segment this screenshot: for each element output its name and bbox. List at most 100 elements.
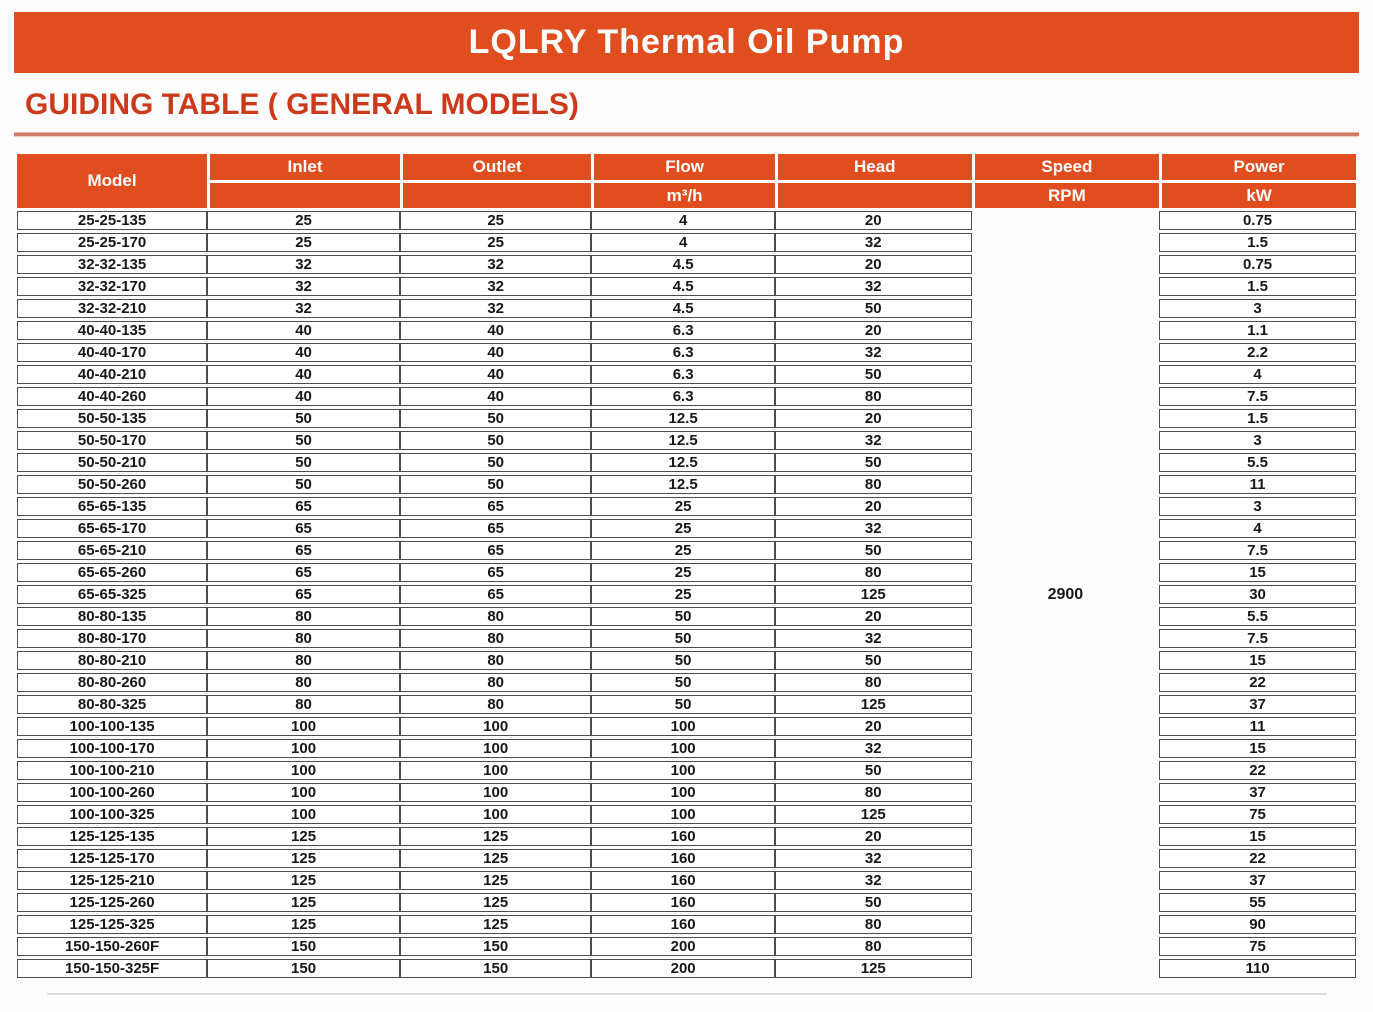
cell-head: 20 (774, 717, 972, 736)
cell-head: 80 (774, 937, 972, 956)
cell-inlet: 100 (207, 739, 400, 758)
cell-inlet: 100 (207, 717, 400, 736)
table-row: 32-32-135 32 32 4.5 20 0.75 (17, 255, 1356, 274)
table-row: 125-125-210 125 125 160 32 37 (17, 871, 1356, 890)
cell-inlet: 80 (207, 607, 400, 626)
cell-power: 11 (1159, 475, 1356, 494)
cell-head: 80 (774, 563, 972, 582)
cell-outlet: 125 (399, 915, 592, 934)
table-row: 80-80-325 80 80 50 125 37 (17, 695, 1356, 714)
cell-head: 20 (774, 211, 972, 230)
cell-power: 55 (1159, 893, 1356, 912)
cell-power: 15 (1159, 827, 1356, 846)
col-subheader-speed: RPM (971, 183, 1160, 208)
cell-flow: 100 (591, 783, 775, 802)
cell-head: 32 (774, 871, 972, 890)
cell-head: 50 (774, 893, 972, 912)
cell-head: 32 (774, 233, 972, 252)
cell-inlet: 80 (207, 651, 400, 670)
cell-flow: 6.3 (591, 365, 775, 384)
cell-outlet: 25 (399, 233, 592, 252)
cell-model: 65-65-170 (17, 519, 208, 538)
cell-inlet: 125 (207, 827, 400, 846)
cell-inlet: 50 (207, 431, 400, 450)
cell-power: 37 (1159, 695, 1356, 714)
cell-inlet: 65 (207, 585, 400, 604)
heading-divider (14, 132, 1359, 137)
cell-head: 32 (774, 431, 972, 450)
cell-outlet: 32 (399, 277, 592, 296)
cell-power: 7.5 (1159, 541, 1356, 560)
cell-power: 3 (1159, 497, 1356, 516)
cell-head: 32 (774, 343, 972, 362)
cell-power: 5.5 (1159, 453, 1356, 472)
table-row: 125-125-260 125 125 160 50 55 (17, 893, 1356, 912)
table-row: 65-65-135 65 65 25 20 3 (17, 497, 1356, 516)
cell-head: 50 (774, 651, 972, 670)
cell-inlet: 32 (207, 255, 400, 274)
col-subheader-power: kW (1159, 183, 1356, 208)
cell-flow: 100 (591, 739, 775, 758)
cell-power: 22 (1159, 849, 1356, 868)
cell-model: 100-100-260 (17, 783, 208, 802)
col-subheader-head (774, 183, 972, 208)
cell-model: 25-25-170 (17, 233, 208, 252)
cell-flow: 200 (591, 937, 775, 956)
section-heading: GUIDING TABLE ( GENERAL MODELS) (25, 88, 579, 121)
cell-head: 20 (774, 497, 972, 516)
cell-outlet: 32 (399, 255, 592, 274)
cell-model: 65-65-135 (17, 497, 208, 516)
cell-head: 20 (774, 321, 972, 340)
cell-model: 40-40-170 (17, 343, 208, 362)
cell-model: 50-50-210 (17, 453, 208, 472)
cell-power: 5.5 (1159, 607, 1356, 626)
cell-model: 100-100-170 (17, 739, 208, 758)
cell-outlet: 40 (399, 343, 592, 362)
cell-model: 50-50-260 (17, 475, 208, 494)
cell-inlet: 32 (207, 277, 400, 296)
cell-flow: 4.5 (591, 299, 775, 318)
cell-head: 50 (774, 299, 972, 318)
cell-flow: 12.5 (591, 475, 775, 494)
col-header-inlet: Inlet (207, 154, 400, 180)
cell-head: 20 (774, 409, 972, 428)
cell-head: 50 (774, 761, 972, 780)
cell-outlet: 80 (399, 607, 592, 626)
cell-power: 11 (1159, 717, 1356, 736)
cell-model: 32-32-210 (17, 299, 208, 318)
cell-flow: 12.5 (591, 431, 775, 450)
cell-head: 20 (774, 607, 972, 626)
cell-power: 22 (1159, 761, 1356, 780)
cell-outlet: 80 (399, 695, 592, 714)
cell-power: 1.1 (1159, 321, 1356, 340)
cell-head: 32 (774, 519, 972, 538)
cell-outlet: 100 (399, 783, 592, 802)
cell-power: 90 (1159, 915, 1356, 934)
table-row: 80-80-210 80 80 50 50 15 (17, 651, 1356, 670)
cell-outlet: 50 (399, 409, 592, 428)
cell-model: 50-50-135 (17, 409, 208, 428)
cell-outlet: 50 (399, 431, 592, 450)
cell-power: 15 (1159, 563, 1356, 582)
col-header-outlet: Outlet (399, 154, 592, 180)
cell-model: 65-65-210 (17, 541, 208, 560)
cell-flow: 25 (591, 541, 775, 560)
cell-flow: 25 (591, 585, 775, 604)
cell-flow: 50 (591, 629, 775, 648)
cell-inlet: 65 (207, 519, 400, 538)
cell-outlet: 80 (399, 673, 592, 692)
cell-flow: 50 (591, 651, 775, 670)
cell-inlet: 25 (207, 211, 400, 230)
cell-model: 80-80-260 (17, 673, 208, 692)
cell-power: 37 (1159, 871, 1356, 890)
table-row: 50-50-210 50 50 12.5 50 5.5 (17, 453, 1356, 472)
cell-flow: 25 (591, 519, 775, 538)
table-row: 50-50-135 50 50 12.5 20 1.5 (17, 409, 1356, 428)
cell-model: 50-50-170 (17, 431, 208, 450)
speed-value: 2900 (1047, 586, 1084, 603)
cell-power: 15 (1159, 739, 1356, 758)
cell-outlet: 125 (399, 871, 592, 890)
table-row: 65-65-260 65 65 25 80 15 (17, 563, 1356, 582)
cell-flow: 4 (591, 233, 775, 252)
cell-model: 32-32-170 (17, 277, 208, 296)
